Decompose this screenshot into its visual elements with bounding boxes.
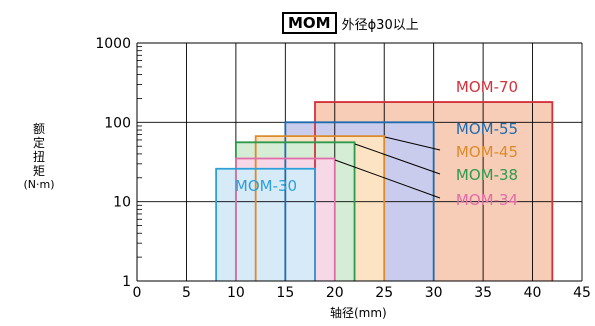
y-tick-label: 1000 xyxy=(95,36,131,52)
x-tick-label: 20 xyxy=(326,285,344,301)
y-axis-label: 额 定 扭 矩 (N·m) xyxy=(22,122,56,192)
chart-title-subtitle: 外径ϕ30以上 xyxy=(341,17,419,33)
x-tick-label: 40 xyxy=(524,285,542,301)
series-outline-mom-30 xyxy=(215,167,316,281)
series-label-mom-30: MOM-30 xyxy=(235,177,297,195)
x-tick-label: 5 xyxy=(182,285,191,301)
y-tick-label: 100 xyxy=(104,115,131,131)
y-axis-unit: (N·m) xyxy=(23,178,55,191)
leader-line-mom-34 xyxy=(334,159,441,199)
x-tick-label: 15 xyxy=(276,285,294,301)
y-axis-label-char: 额 xyxy=(32,122,45,136)
x-tick-label: 10 xyxy=(227,285,245,301)
series-label-mom-38: MOM-38 xyxy=(456,166,518,184)
chart-title-boxed: MOM xyxy=(282,12,337,34)
y-axis-label-char: 定 xyxy=(32,136,45,150)
y-axis-label-char: 扭 xyxy=(32,150,45,164)
x-tick-label: 0 xyxy=(133,285,142,301)
series-outline-mom-55 xyxy=(284,121,435,281)
y-tick-label: 1 xyxy=(122,274,131,290)
series-label-mom-34: MOM-34 xyxy=(456,191,518,209)
series-label-mom-45: MOM-45 xyxy=(456,143,518,161)
chart-title: MOM 外径ϕ30以上 xyxy=(282,12,419,34)
x-axis-label: 轴径(mm) xyxy=(330,306,387,320)
x-tick-label: 35 xyxy=(474,285,492,301)
x-tick-label: 45 xyxy=(573,285,591,301)
series-outline-mom-45 xyxy=(254,135,386,281)
y-tick-label: 10 xyxy=(113,195,131,211)
leader-line-mom-45 xyxy=(384,136,441,151)
series-label-mom-70: MOM-70 xyxy=(456,78,518,96)
series-fill-mom-30 xyxy=(216,168,315,281)
series-outline-mom-34 xyxy=(234,157,336,281)
y-axis-label-char: 矩 xyxy=(32,164,45,178)
leader-line-mom-38 xyxy=(354,143,441,175)
series-label-mom-55: MOM-55 xyxy=(456,120,518,138)
x-tick-label: 25 xyxy=(375,285,393,301)
x-tick-label: 30 xyxy=(425,285,443,301)
